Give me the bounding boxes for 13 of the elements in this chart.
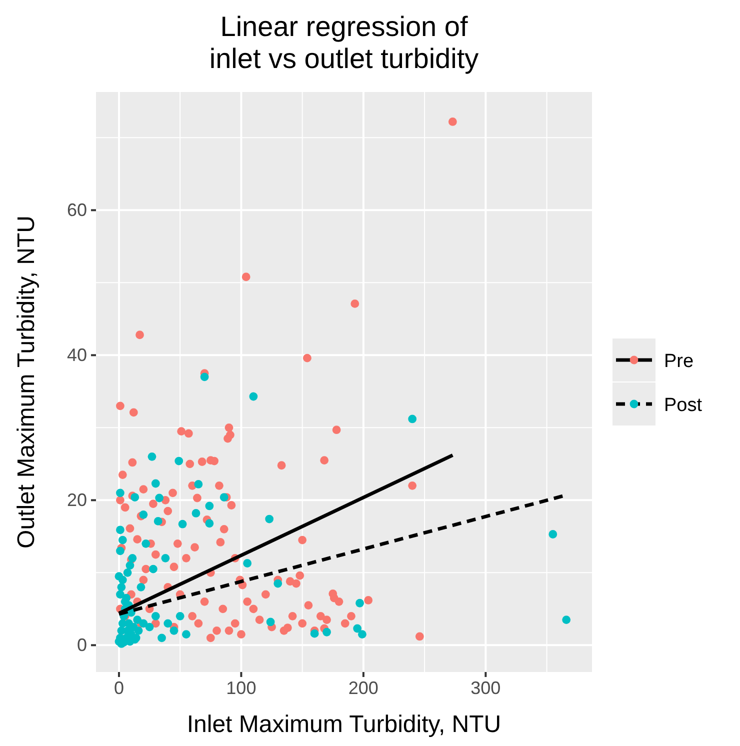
x-axis-title: Inlet Maximum Turbidity, NTU (186, 711, 502, 738)
x-tick-label: 100 (226, 678, 256, 698)
y-tick-label: 60 (66, 200, 87, 220)
legend-label: Post (664, 395, 703, 416)
x-tick-label: 0 (114, 678, 124, 698)
y-tick-label: 40 (66, 345, 87, 366)
chart-title: Linear regression of inlet vs outlet turbidity (209, 11, 479, 74)
x-tick-label: 300 (470, 678, 501, 698)
y-tick-label: 20 (66, 490, 87, 510)
x-tick-label: 200 (348, 678, 378, 698)
y-axis-title: Outlet Maximum Turbidity, NTU (13, 216, 40, 548)
y-tick-label: 0 (76, 635, 87, 656)
legend-label: Pre (664, 351, 694, 372)
